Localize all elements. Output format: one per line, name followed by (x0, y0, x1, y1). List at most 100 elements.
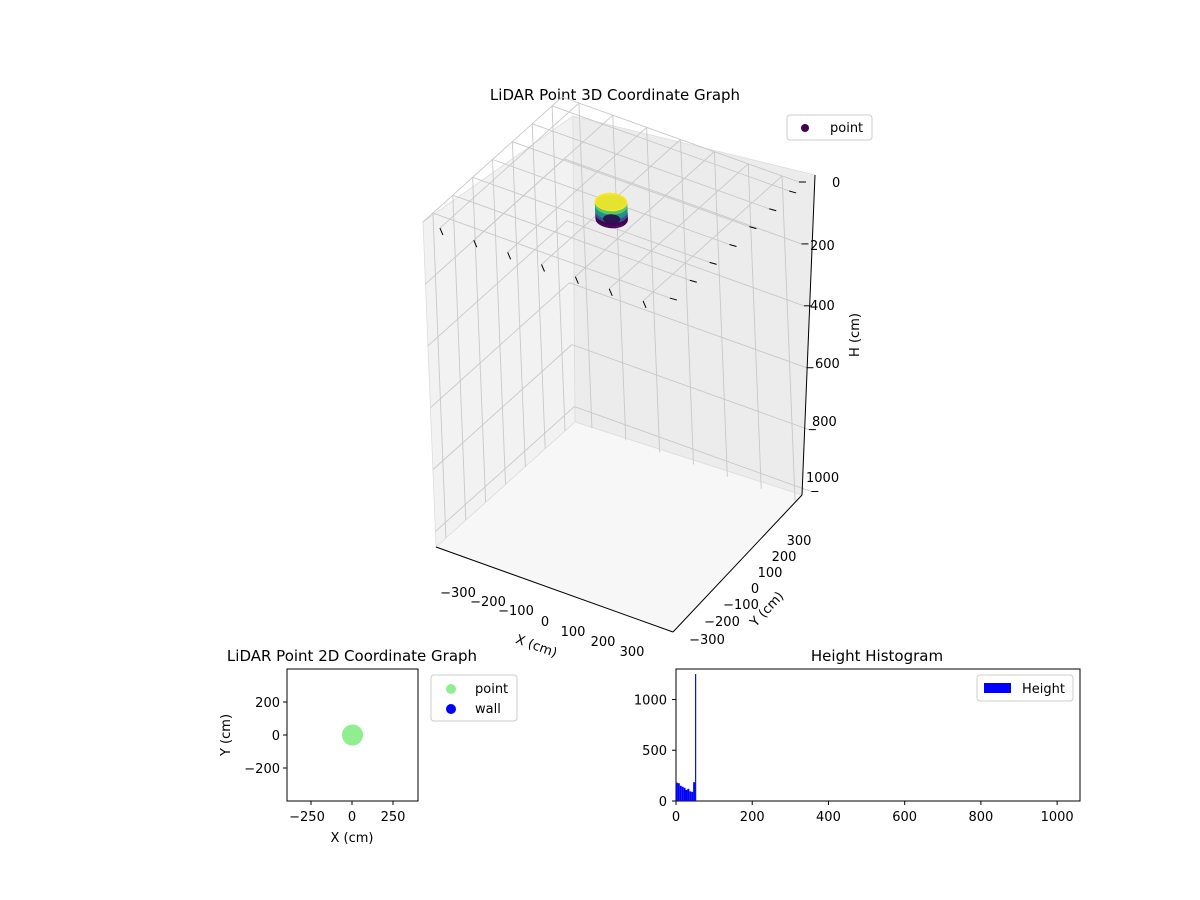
grid-line-y-floor (512, 141, 750, 228)
legend-2d-marker-wall (446, 704, 456, 714)
grid-line-x-back (646, 127, 661, 453)
grid-line-z-right (566, 220, 805, 307)
x-tick-3d: 300 (620, 645, 645, 660)
grid-line-z-left (435, 406, 575, 532)
grid-3d (422, 96, 812, 539)
y-axis-line (672, 494, 803, 633)
grid-line-z-left (432, 344, 573, 470)
x-tick-mark-3d (574, 276, 579, 284)
histogram-x-tick: 800 (968, 810, 993, 825)
x-axis-line (435, 546, 674, 633)
grid-line-y-floor (452, 194, 690, 281)
x-tick-mark-3d (541, 264, 545, 272)
z-tick-3d: 0 (832, 176, 840, 191)
legend-3d-box (786, 114, 873, 141)
histogram-x-tick: 0 (672, 810, 680, 825)
y-tick-2d: −200 (244, 762, 280, 777)
x-tick-labels-2d: −250 0 250 (289, 810, 405, 825)
x-tick-mark-3d (507, 252, 512, 260)
z-axis-label-3d: H (cm) (848, 313, 863, 357)
grid-line-y-floor (551, 105, 790, 192)
grid-line-z-left (422, 96, 563, 223)
histogram-bar (676, 782, 678, 801)
grid-line-y-floor (472, 176, 710, 263)
y-tick-mark-3d (669, 297, 678, 301)
histogram-bar (695, 674, 697, 801)
chart-2d: LiDAR Point 2D Coordinate Graph −250 0 2… (219, 647, 518, 846)
y-tick-3d: −200 (704, 615, 740, 630)
legend-histogram-box (976, 674, 1074, 702)
histogram-bar (693, 782, 696, 801)
histogram-x-tick: 1000 (1041, 810, 1074, 825)
histogram-x-tick: 600 (892, 810, 917, 825)
y-tick-3d: 100 (758, 566, 783, 581)
grid-line-y-back (432, 213, 447, 539)
cluster-layer (594, 192, 628, 212)
y-tick-mark-3d (749, 226, 757, 230)
grid-line-y-back (551, 105, 566, 431)
histogram-bar (689, 791, 692, 801)
x-tick-3d: −200 (470, 595, 506, 610)
point-cluster-2d (341, 724, 364, 746)
x-tick-2d: −250 (289, 810, 325, 825)
histogram-bar (683, 787, 686, 801)
histogram-bar (679, 785, 682, 801)
y-tick-2d: 200 (255, 696, 280, 711)
x-tick-mark-3d (608, 288, 613, 296)
grid-line-y-floor (532, 123, 770, 210)
ticks-3d (439, 181, 819, 493)
grid-line-x-back (713, 151, 728, 477)
legend-2d-label-point: point (475, 682, 508, 697)
y-tick-3d: −100 (723, 598, 759, 613)
x-tick-2d: 0 (348, 810, 356, 825)
grid-line-z-right (571, 344, 810, 431)
chart-2d-title: LiDAR Point 2D Coordinate Graph (227, 647, 477, 665)
legend-2d-marker-point (446, 684, 456, 694)
x-tick-3d: 100 (561, 625, 586, 640)
points-2d (341, 724, 364, 746)
histogram-y-tick: 0 (659, 795, 667, 810)
legend-3d-label: point (830, 121, 863, 136)
histogram-ticks: 0 200 400 600 800 1000 0 500 1000 (634, 693, 1074, 825)
histogram-x-tick: 400 (816, 810, 841, 825)
grid-line-z-right (564, 158, 802, 245)
legend-2d-label-wall: wall (475, 702, 501, 717)
z-tick-3d: 1000 (806, 471, 839, 486)
legend-3d-marker (801, 124, 809, 132)
x-tick-3d: 0 (541, 615, 549, 630)
histogram-y-tick: 500 (642, 744, 667, 759)
grid-line-z-right (561, 96, 800, 183)
grid-line-y-back (452, 195, 467, 521)
legend-histogram-label: Height (1022, 682, 1065, 697)
chart-3d-title: LiDAR Point 3D Coordinate Graph (490, 86, 740, 104)
y-tick-mark-3d (729, 244, 737, 247)
grid-line-z-right (574, 406, 812, 492)
z-tick-labels-3d: 0 200 400 600 800 1000 (806, 176, 840, 486)
histogram-bar (681, 786, 684, 801)
grid-line-z-right (569, 282, 807, 369)
x-tick-3d: −300 (440, 586, 476, 601)
x-tick-labels-3d: −300 −200 −100 0 100 200 300 (440, 586, 644, 660)
grid-line-x-back (612, 115, 627, 441)
y-tick-labels-2d: 200 0 −200 (244, 696, 280, 777)
histogram-bar (687, 788, 690, 801)
histogram-bar (691, 791, 694, 801)
y-tick-2d: 0 (272, 729, 280, 744)
y-axis-label-2d: Y (cm) (219, 714, 234, 757)
y-tick-3d: 200 (772, 550, 797, 565)
z-axis-line (801, 174, 816, 496)
y-tick-mark-3d (769, 208, 777, 212)
grid-line-z-left (430, 282, 570, 409)
y-ticks-2d (283, 701, 287, 769)
histogram-bar (677, 783, 680, 801)
z-tick-3d: 600 (815, 357, 840, 372)
x-tick-2d: 250 (381, 810, 406, 825)
x-tick-3d: −100 (498, 604, 534, 619)
grid-line-y-floor (432, 212, 671, 299)
y-tick-3d: −300 (689, 633, 725, 648)
cluster-hole (603, 214, 621, 224)
grid-line-x-back (680, 139, 694, 465)
grid-line-z-left (427, 220, 568, 347)
histogram-bar (685, 789, 688, 801)
